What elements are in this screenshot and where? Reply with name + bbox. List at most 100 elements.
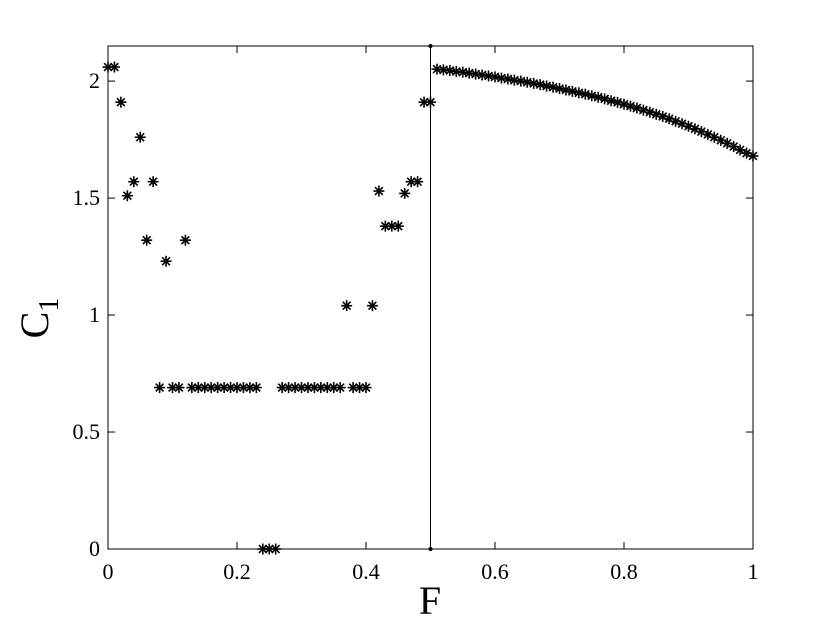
data-point [547,81,559,93]
data-point [147,176,159,188]
data-point-stroke [709,132,719,142]
data-point [283,382,295,394]
data-point-stroke [587,91,597,101]
x-tick-label: 0.8 [610,559,638,584]
data-point [392,220,404,232]
data-point-stroke [103,62,113,72]
data-point-stroke [361,383,371,393]
data-point-stroke [735,145,745,155]
data-point-stroke [645,107,655,117]
data-point [134,131,146,143]
data-point-stroke [651,109,661,119]
data-point [154,382,166,394]
data-point [160,255,172,267]
y-axis-title-subscript: 1 [34,298,65,312]
data-point [592,91,604,103]
data-point [128,176,140,188]
data-point-stroke [271,544,281,554]
data-point [173,382,185,394]
y-axis-title-main: C [12,312,57,339]
data-point-stroke [625,101,635,111]
data-point [579,88,591,100]
data-point-stroke [297,383,306,393]
data-point [192,382,204,394]
data-point-stroke [722,138,732,148]
data-point-stroke [316,383,326,393]
data-point-stroke [748,151,758,161]
data-point-stroke [135,132,145,142]
reference-line-group [428,44,433,551]
data-point [566,85,578,97]
data-point [366,300,378,312]
data-point [734,144,746,156]
data-point-stroke [290,383,300,393]
data-point [399,187,411,199]
y-tick-label: 0 [89,536,100,561]
data-point-stroke [335,383,345,393]
data-point-stroke [400,188,410,198]
data-point [412,176,424,188]
data-point-stroke [155,383,165,393]
data-point-stroke [322,383,332,393]
data-point-stroke [729,142,739,152]
data-point-stroke [593,92,603,102]
data-point-stroke [174,383,184,393]
data-point [115,96,127,108]
data-point [605,95,617,107]
data-point [470,68,482,80]
data-point-stroke [684,121,693,131]
data-point [218,382,230,394]
data-point-stroke [180,235,190,245]
data-point-stroke [219,383,229,393]
data-point [237,382,249,394]
data-point-stroke [561,85,571,95]
data-point-stroke [206,383,216,393]
x-tick-label: 0.6 [481,559,509,584]
data-point-stroke [213,383,223,393]
data-point-stroke [348,383,358,393]
data-point-stroke [613,97,623,107]
data-point-stroke [284,383,294,393]
data-point-stroke [329,383,339,393]
data-point-stroke [109,62,119,72]
y-tick-label: 1.5 [73,185,101,210]
data-point-stroke [567,86,577,96]
data-point-stroke [355,383,365,393]
y-axis-title: C1 [12,298,65,339]
data-points [102,61,759,555]
data-point-stroke [161,256,171,266]
data-point-stroke [309,383,319,393]
data-point-stroke [232,383,242,393]
data-point-stroke [342,301,352,311]
data-point-stroke [703,129,713,139]
y-axis: 0 0.5 1 1.5 2 [73,68,753,561]
data-point [573,87,585,99]
y-tick-label: 2 [89,68,100,93]
data-point-stroke [619,99,629,109]
data-point-stroke [600,94,610,104]
data-point-stroke [367,301,377,311]
reference-line-end-bottom [428,547,433,551]
data-point-stroke [696,127,706,137]
data-point-stroke [168,383,177,393]
data-point-stroke [374,186,384,196]
y-axis-title-group: C1 [12,298,65,339]
y-tick-label: 1 [89,302,100,327]
data-point [121,190,133,202]
data-point [334,382,346,394]
x-tick-label: 0 [103,559,114,584]
data-point-stroke [632,103,642,113]
data-point [205,382,217,394]
data-point-stroke [574,88,584,98]
data-point [296,382,307,394]
data-point-stroke [555,84,564,94]
data-point [560,84,572,96]
data-point-stroke [251,383,261,393]
data-point-stroke [716,135,726,145]
data-point [418,96,430,108]
data-point [108,61,120,73]
data-point-stroke [387,221,397,231]
data-point-stroke [664,114,674,124]
data-point-stroke [193,383,203,393]
